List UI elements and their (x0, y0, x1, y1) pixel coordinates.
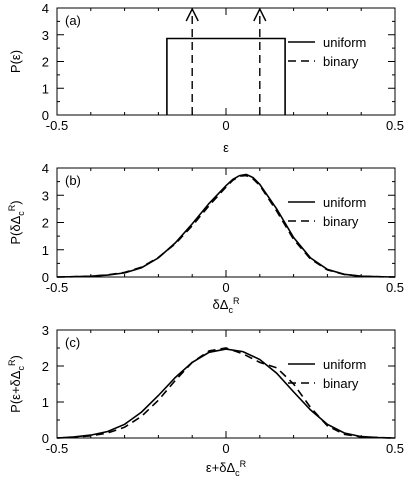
x-tick-label: 0 (222, 118, 229, 133)
panel-label: (c) (65, 335, 80, 350)
y-axis-label: P(ε+δΔcR) (7, 355, 26, 413)
legend-label-uniform: uniform (323, 195, 366, 210)
delta-arrowhead (185, 7, 199, 22)
y-axis-label: P(ε) (8, 50, 23, 73)
y-tick-label: 3 (42, 28, 49, 43)
delta-arrowhead (253, 7, 267, 22)
series-line-uniform (56, 348, 396, 439)
x-tick-label: 0.5 (386, 280, 404, 295)
y-axis-label: P(δΔcR) (7, 200, 26, 244)
series-line-uniform (166, 37, 286, 115)
y-tick-label: 3 (42, 188, 49, 203)
x-tick-label: 0 (222, 441, 229, 456)
legend-label-binary: binary (323, 214, 359, 229)
x-tick-label: -0.5 (46, 280, 68, 295)
x-tick-label: -0.5 (46, 441, 68, 456)
y-tick-label: 2 (42, 55, 49, 70)
legend-label-uniform: uniform (323, 357, 366, 372)
x-tick-label: 0 (222, 280, 229, 295)
x-tick-label: -0.5 (46, 118, 68, 133)
y-tick-label: 0 (42, 108, 49, 123)
legend-label-binary: binary (323, 54, 359, 69)
y-tick-label: 1 (42, 395, 49, 410)
y-tick-label: 2 (42, 359, 49, 374)
y-tick-label: 1 (42, 243, 49, 258)
y-tick-label: 4 (42, 161, 49, 176)
x-axis-label: δΔcR (213, 296, 240, 315)
series-line-binary (56, 347, 396, 439)
x-axis-label: ε+δΔcR (206, 459, 247, 478)
legend-label-uniform: uniform (323, 35, 366, 50)
x-tick-label: 0.5 (386, 118, 404, 133)
x-tick-label: 0.5 (386, 441, 404, 456)
y-tick-label: 2 (42, 216, 49, 231)
panel-label: (b) (65, 173, 81, 188)
x-axis-label: ε (223, 140, 229, 155)
y-tick-label: 3 (42, 323, 49, 338)
legend-label-binary: binary (323, 376, 359, 391)
y-tick-label: 0 (42, 270, 49, 285)
y-tick-label: 1 (42, 81, 49, 96)
series-line-binary (56, 174, 396, 278)
y-tick-label: 0 (42, 431, 49, 446)
panel-label: (a) (65, 13, 81, 28)
y-tick-label: 4 (42, 1, 49, 16)
